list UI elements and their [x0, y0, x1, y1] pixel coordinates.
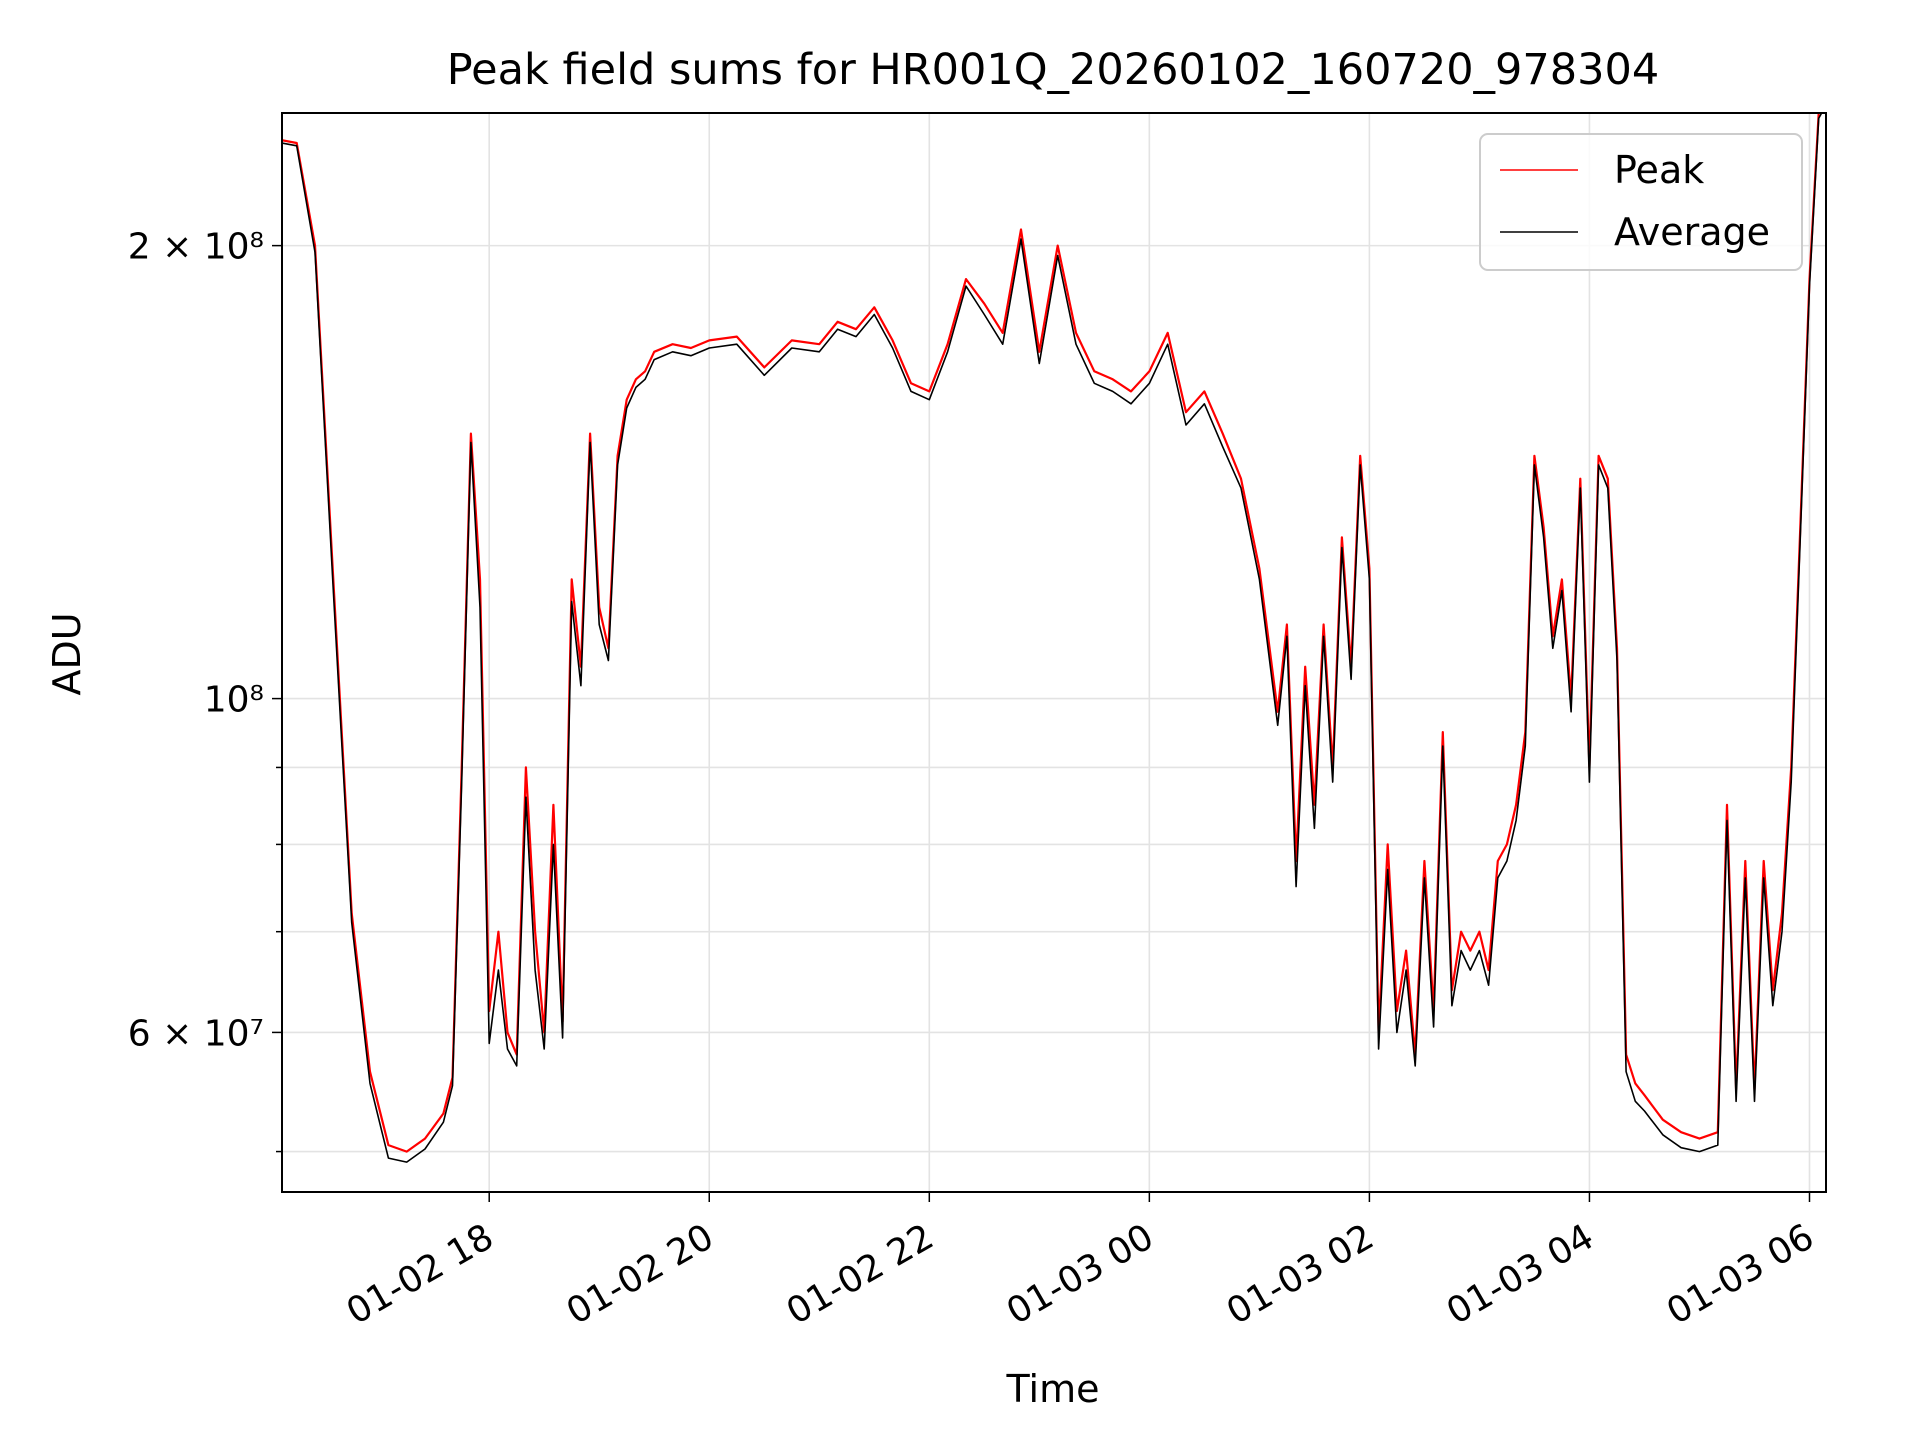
y-tick-label: 10⁸: [204, 680, 264, 721]
x-axis-label: Time: [1006, 1367, 1100, 1411]
plot-frame: [281, 112, 1827, 1193]
y-axis-label: ADU: [45, 612, 89, 695]
y-tick-label: 6 × 10⁷: [128, 1013, 264, 1054]
legend-entry-peak: Peak: [1500, 148, 1704, 192]
legend-label-peak: Peak: [1614, 148, 1704, 192]
legend-entry-average: Average: [1500, 210, 1770, 254]
y-tick-label: 2 × 10⁸: [128, 227, 264, 268]
legend: Peak Average: [1479, 133, 1803, 271]
y-axis-ticks: 6 × 10⁷ 10⁸ 2 × 10⁸: [128, 227, 282, 1153]
legend-label-average: Average: [1614, 210, 1770, 254]
chart-title: Peak field sums for HR001Q_20260102_1607…: [447, 45, 1659, 95]
series-lines: [282, 113, 1823, 1163]
legend-box: [1479, 133, 1803, 271]
series-line-average: [282, 113, 1823, 1163]
